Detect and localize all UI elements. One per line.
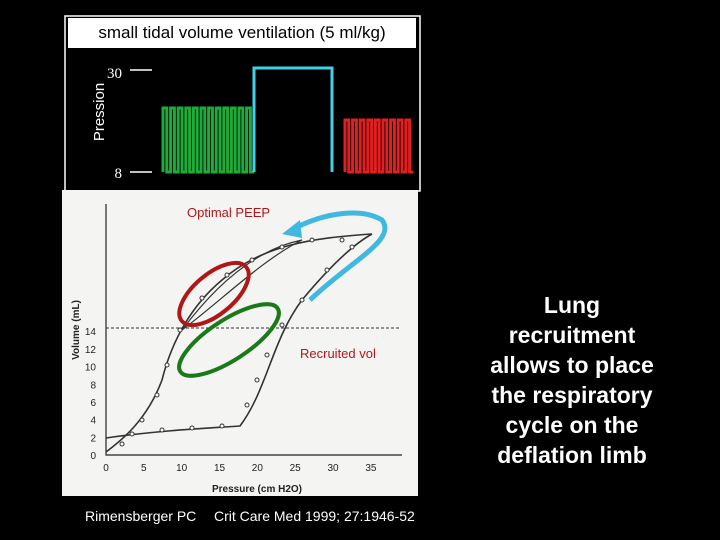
optimal-peep-label: Optimal PEEP [187,205,270,220]
pv-sample-point [154,392,160,398]
conclusion-line: allows to place [490,352,654,378]
x-tick-label: 10 [176,463,188,474]
chart-paper-background [62,190,418,496]
x-tick-label: 35 [365,463,377,474]
pv-sample-point [164,362,170,368]
y-tick-label: 14 [85,327,97,338]
pv-sample-point [249,257,255,263]
pv-sample-point [177,327,183,333]
conclusion-line: deflation limb [497,442,647,468]
ytick-8-label: 8 [115,166,123,182]
cyan-recruitment-waveform [252,66,334,172]
partial-loop [181,239,303,331]
pv-sample-point [324,267,330,273]
recruited-vol-label: Recruited vol [300,346,376,361]
citation-author: Rimensberger PC [85,508,197,524]
pv-loop-chart: 0 5 10 15 20 25 30 35 0 2 4 6 8 10 12 14 Optimal PEEP R… [62,190,418,496]
x-tick-label: 20 [252,463,264,474]
cyan-deflation-arrow [293,210,388,302]
pv-sample-point [119,441,125,447]
x-axis-label: Pressure (cm H2O) [212,484,302,495]
y-tick-label: 12 [85,345,97,356]
cyan-arrow-head [282,220,302,238]
y-tick-label: 8 [90,380,96,391]
conclusion-line: Lung [543,292,601,318]
y-tick-label: 4 [90,416,96,427]
x-tick-label: 25 [290,463,302,474]
pv-curves [105,233,373,453]
red-tidal-waveform [343,118,414,174]
red-optimal-loop [177,260,251,328]
pv-sample-point [309,237,315,243]
x-tick-label: 5 [141,463,147,474]
y-tick-label: 10 [85,363,97,374]
pv-sample-point [224,272,230,278]
conclusion-text: Lung recruitment allows to place the res… [462,290,682,470]
pv-sample-point [254,377,260,383]
x-tick-label: 30 [327,463,339,474]
pv-sample-point [349,244,355,250]
conclusion-line: cycle on the [505,412,639,438]
waveform-title-box: small tidal volume ventilation (5 ml/kg) [68,18,416,48]
pv-sample-point [139,417,145,423]
pv-sample-point [264,352,270,358]
pv-sample-point [159,427,165,433]
pv-sample-point [279,244,285,250]
y-tick-label: 2 [90,433,96,444]
citation-journal: Crit Care Med 1999; 27:1946-52 [214,508,415,524]
pv-sample-point [299,297,305,303]
inflation-limb [105,233,373,439]
chart-axes: 0 5 10 15 20 25 30 35 0 2 4 6 8 10 12 14 [85,204,402,474]
green-tidal-waveform [161,106,255,174]
y-axis-label: Volume (mL) [71,300,82,360]
pv-sample-point [129,431,135,437]
x-tick-label: 15 [214,463,226,474]
pv-sample-point [219,423,225,429]
pv-sample-point [244,402,250,408]
pressure-axis-label: Pression [91,83,108,141]
ytick-30-label: 30 [107,66,122,82]
pv-sample-point [339,237,345,243]
waveform-title: small tidal volume ventilation (5 ml/kg) [98,23,386,42]
y-tick-label: 0 [90,451,96,462]
axis-lines [105,204,402,456]
pv-sample-point [279,322,285,328]
y-tick-label: 6 [90,398,96,409]
deflation-limb [105,233,373,453]
x-tick-label: 0 [103,463,109,474]
conclusion-line: the respiratory [491,382,653,408]
conclusion-line: recruitment [508,322,636,348]
pv-sample-point [199,295,205,301]
pv-sample-point [189,425,195,431]
green-recruited-loop [177,302,281,378]
